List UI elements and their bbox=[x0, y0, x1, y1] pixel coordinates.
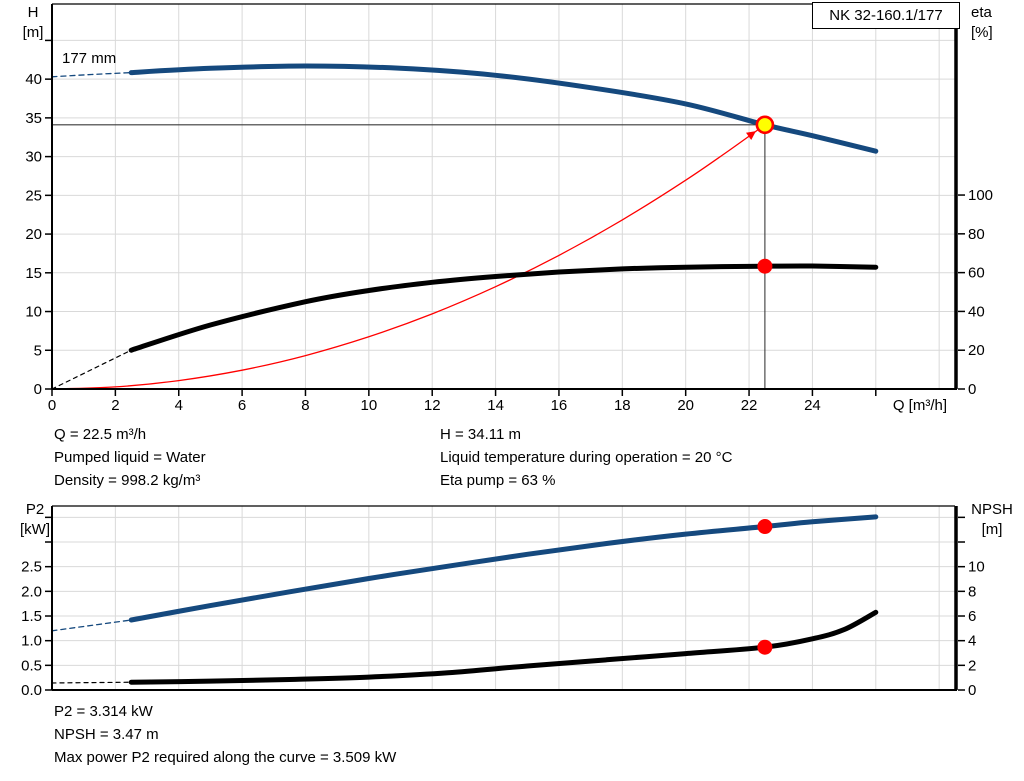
y-left-tick-label: 0 bbox=[34, 381, 42, 398]
duty-point-head-marker[interactable] bbox=[755, 115, 775, 135]
y-right-tick-label: 100 bbox=[968, 187, 993, 204]
y-left-tick-label: 0.0 bbox=[21, 682, 42, 699]
result-pumped-liquid: Pumped liquid = Water bbox=[54, 449, 206, 466]
y-right-tick-label: 60 bbox=[968, 265, 985, 282]
chart-power-npsh: 0.0 0.5 1.0 1.5 2.0 2.5 0 2 4 6 8 10 bbox=[21, 505, 985, 699]
impeller-diameter-label: 177 mm bbox=[62, 50, 117, 67]
x-tick-label: 0 bbox=[48, 397, 56, 414]
head-curve-lead bbox=[51, 71, 132, 78]
duty-point-p2-dot[interactable] bbox=[757, 519, 773, 535]
result-liquid-temperature: Liquid temperature during operation = 20… bbox=[440, 449, 733, 466]
result-p2: P2 = 3.314 kW bbox=[54, 703, 153, 720]
x-tick-label: 10 bbox=[360, 397, 377, 414]
y-left-tick-label: 40 bbox=[25, 71, 42, 88]
result-q: Q = 22.5 m³/h bbox=[54, 426, 147, 443]
npsh-curve-lead bbox=[51, 681, 132, 684]
eta-axis-title: eta [%] bbox=[971, 4, 993, 41]
y-right-tick-label: 10 bbox=[968, 559, 985, 576]
x-tick-label: 20 bbox=[677, 397, 694, 414]
y-right-tick-label: 0 bbox=[968, 682, 976, 699]
y-right-tick-label: 2 bbox=[968, 657, 976, 674]
result-h: H = 34.11 m bbox=[440, 426, 522, 443]
x-tick-label: 12 bbox=[424, 397, 441, 414]
y-left-tick-label: 15 bbox=[25, 265, 42, 282]
head-curve bbox=[128, 63, 879, 154]
x-tick-label: 22 bbox=[741, 397, 758, 414]
power-results-block: P2 = 3.314 kW NPSH = 3.47 m Max power P2… bbox=[54, 700, 396, 769]
y-left-tick-label: 2.0 bbox=[21, 583, 42, 600]
result-eta-pump: Eta pump = 63 % bbox=[440, 472, 556, 489]
y-left-tick-label: 25 bbox=[25, 187, 42, 204]
chart-head-eta: 0 2 4 6 8 10 12 14 16 18 20 22 240510152025303540020… bbox=[25, 3, 993, 414]
y-left-tick-label: 20 bbox=[25, 226, 42, 243]
x-tick-label: 14 bbox=[487, 397, 504, 414]
result-density: Density = 998.2 kg/m³ bbox=[54, 472, 201, 489]
y-left-tick-label: 30 bbox=[25, 149, 42, 166]
system-curve bbox=[51, 124, 766, 390]
y-right-tick-label: 6 bbox=[968, 608, 976, 625]
duty-point-eta-dot[interactable] bbox=[757, 258, 773, 274]
eta-curve-lead bbox=[51, 349, 132, 390]
npsh-curve bbox=[128, 609, 879, 685]
y-left-tick-label: 10 bbox=[25, 304, 42, 321]
y-left-tick-label: 5 bbox=[34, 342, 42, 359]
y-right-tick-label: 20 bbox=[968, 342, 985, 359]
duty-point-npsh-dot[interactable] bbox=[757, 639, 773, 655]
pump-model-box: NK 32-160.1/177 bbox=[812, 2, 960, 29]
npsh-axis-title: NPSH [m] bbox=[971, 501, 1013, 538]
x-tick-label: 24 bbox=[804, 397, 821, 414]
p2-axis-title: P2 [kW] bbox=[20, 501, 50, 538]
y-left-tick-label: 1.5 bbox=[21, 608, 42, 625]
y-left-tick-label: 1.0 bbox=[21, 633, 42, 650]
y-right-tick-label: 0 bbox=[968, 381, 976, 398]
y-right-tick-label: 80 bbox=[968, 226, 985, 243]
result-npsh: NPSH = 3.47 m bbox=[54, 726, 159, 743]
y-right-tick-label: 8 bbox=[968, 583, 976, 600]
y-right-tick-label: 4 bbox=[968, 633, 976, 650]
result-max-power: Max power P2 required along the curve = … bbox=[54, 749, 397, 766]
y-left-tick-label: 0.5 bbox=[21, 657, 42, 674]
x-tick-label: 2 bbox=[111, 397, 119, 414]
eta-curve bbox=[128, 263, 879, 353]
y-right-tick-label: 40 bbox=[968, 303, 985, 320]
system-curve-arrowhead bbox=[746, 131, 756, 141]
h-axis-title: H [m] bbox=[22, 4, 44, 41]
duty-results-column-1: Q = 22.5 m³/h Pumped liquid = Water Dens… bbox=[54, 423, 206, 492]
x-tick-label: 16 bbox=[551, 397, 568, 414]
y-left-tick-label: 35 bbox=[25, 110, 42, 127]
p2-curve-lead bbox=[51, 619, 132, 632]
x-tick-label: 4 bbox=[175, 397, 183, 414]
x-tick-label: 6 bbox=[238, 397, 246, 414]
x-tick-label: 8 bbox=[301, 397, 309, 414]
x-tick-label: 18 bbox=[614, 397, 631, 414]
y-left-tick-label: 2.5 bbox=[21, 559, 42, 576]
duty-results-column-2: H = 34.11 m Liquid temperature during op… bbox=[440, 423, 732, 492]
q-axis-title: Q [m³/h] bbox=[892, 397, 947, 414]
